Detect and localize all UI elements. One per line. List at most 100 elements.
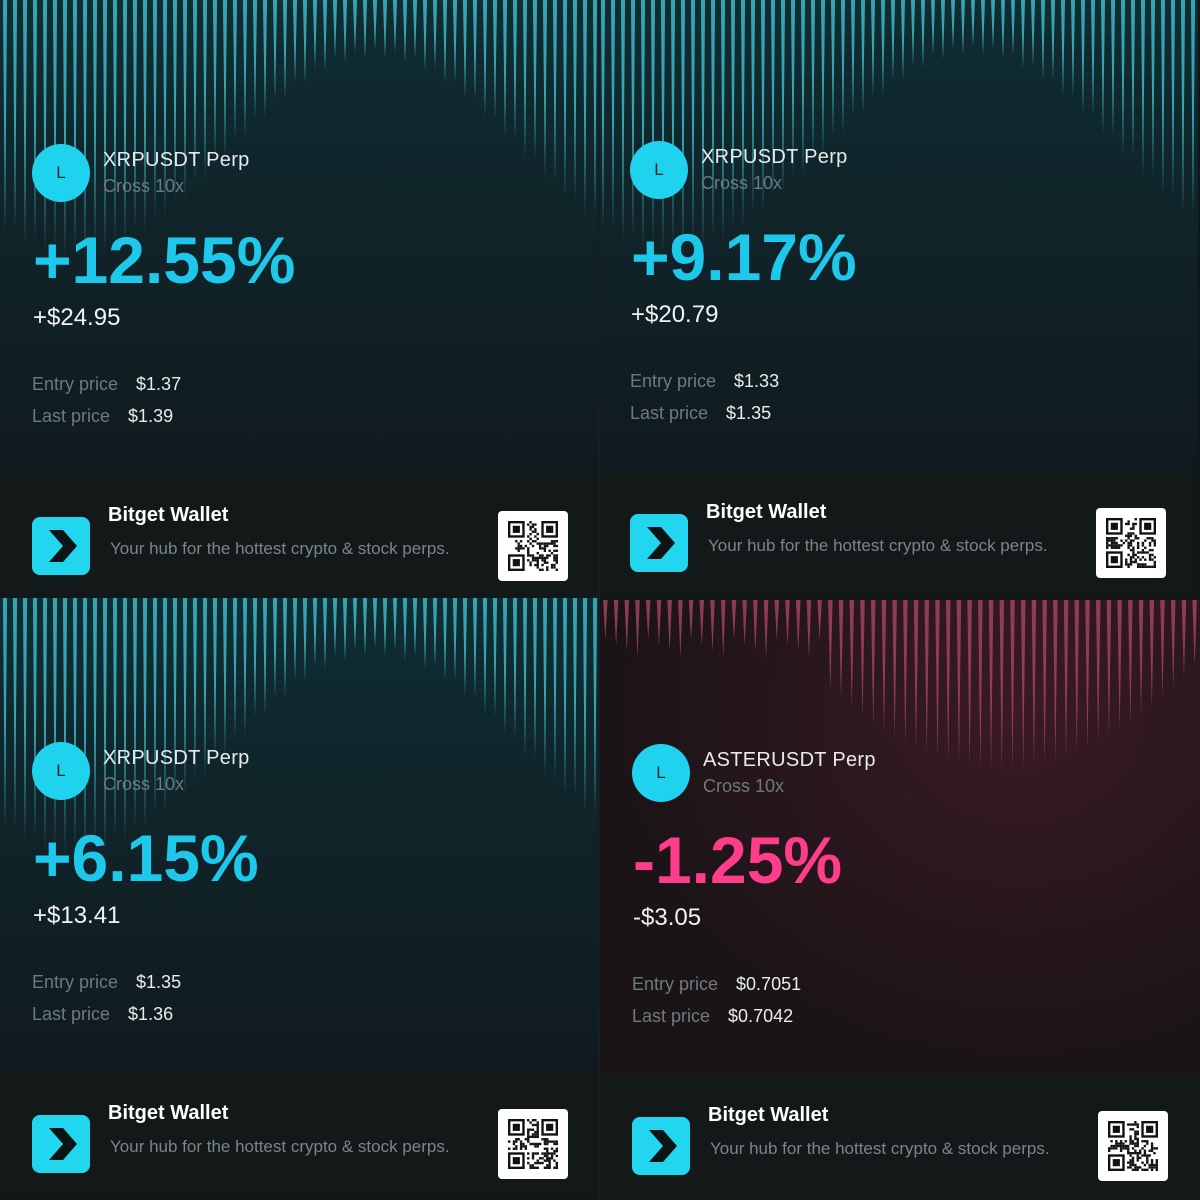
decorative-bar: [582, 0, 588, 217]
decorative-bar: [920, 0, 926, 69]
decorative-bar: [678, 600, 683, 658]
decorative-bar: [2, 598, 8, 831]
entry-price-label: Entry price: [630, 371, 717, 391]
decorative-bar: [422, 598, 428, 670]
decorative-bar: [603, 600, 608, 640]
qr-code-icon: [498, 1109, 568, 1179]
decorative-bar: [881, 600, 887, 733]
decorative-bar: [222, 0, 228, 158]
decorative-bar: [212, 0, 218, 161]
decorative-bar: [1063, 600, 1069, 758]
decorative-bar: [72, 0, 78, 250]
decorative-bar: [342, 598, 348, 661]
decorative-bar: [552, 0, 558, 181]
decorative-bar: [903, 600, 908, 746]
decorative-bar: [630, 0, 636, 239]
entry-price-value: $0.7051: [736, 974, 802, 994]
decorative-bar: [1130, 0, 1136, 158]
decorative-bar: [122, 0, 128, 245]
decorative-bar: [956, 600, 962, 766]
pnl-amount: -$3.05: [633, 904, 702, 931]
decorative-bar: [600, 0, 606, 230]
decorative-bar: [795, 600, 801, 652]
decorative-bar: [1120, 0, 1126, 155]
decorative-bar: [462, 598, 468, 698]
decorative-bar: [667, 600, 672, 652]
decorative-bar: [1020, 600, 1026, 769]
decorative-bar: [572, 0, 578, 200]
last-price-value: $1.36: [128, 1004, 174, 1024]
decorative-bar: [242, 598, 248, 736]
margin-mode: Cross 10x: [103, 176, 185, 196]
decorative-bar: [142, 598, 148, 831]
decorative-bar: [142, 0, 148, 233]
decorative-bar: [162, 598, 168, 815]
decorative-bar: [849, 600, 855, 710]
decorative-bar: [951, 0, 955, 50]
pnl-percent: -1.25%: [633, 823, 843, 897]
brand-tagline: Your hub for the hottest crypto & stock …: [710, 1139, 1050, 1158]
decorative-bar: [1053, 600, 1058, 762]
decorative-bar: [282, 0, 288, 100]
decorative-bar: [820, 0, 826, 155]
decorative-bar: [710, 600, 715, 652]
decorative-bar: [492, 598, 498, 718]
promo-footer: Bitget Wallet Your hub for the hottest c…: [600, 1074, 1200, 1200]
decorative-bar: [1192, 600, 1197, 666]
decorative-bar: [1110, 0, 1116, 137]
last-price-row: Last price $0.7042: [632, 1006, 793, 1027]
decorative-bar: [860, 600, 865, 719]
decorative-bar: [690, 0, 696, 245]
decorative-bar: [52, 598, 58, 846]
decorative-bar: [656, 600, 662, 646]
decorative-bar: [1180, 0, 1186, 214]
decorative-bar: [610, 0, 616, 228]
decorative-bar: [82, 0, 88, 258]
decorative-bar: [700, 0, 706, 251]
decorative-bar: [122, 598, 128, 843]
decorative-bar: [785, 600, 790, 646]
decorative-bar: [935, 600, 940, 760]
decorative-bar: [32, 0, 38, 242]
decorative-bar: [472, 0, 478, 100]
decorative-bars: [603, 600, 1197, 770]
decorative-bar: [1190, 0, 1196, 214]
decorative-bars: [600, 0, 1196, 255]
decorative-bar: [112, 598, 118, 840]
decorative-bar: [62, 0, 68, 258]
decorative-bar: [262, 0, 268, 118]
decorative-bar: [840, 0, 846, 135]
decorative-bar: [312, 598, 318, 668]
pnl-card-hero: L XRPUSDT Perp Cross 10x +6.15% +$13.41 …: [0, 598, 600, 1072]
brand-tagline: Your hub for the hottest crypto & stock …: [708, 536, 1048, 555]
decorative-bar: [102, 598, 108, 852]
decorative-bar: [830, 0, 836, 137]
decorative-bar: [650, 0, 656, 245]
decorative-bar: [1100, 0, 1106, 135]
qr-code-icon: [498, 511, 568, 581]
hero-background: [0, 598, 600, 1072]
decorative-bar: [753, 600, 758, 652]
decorative-bar: [42, 598, 48, 852]
decorative-bar: [1040, 0, 1046, 81]
decorative-bar: [352, 598, 358, 651]
decorative-bar: [152, 598, 158, 815]
pair-name: XRPUSDT Perp: [103, 149, 250, 171]
decorative-bar: [1149, 600, 1155, 707]
decorative-bar: [492, 0, 498, 120]
entry-price-value: $1.35: [136, 972, 182, 992]
margin-mode: Cross 10x: [703, 776, 785, 796]
pnl-amount: +$13.41: [33, 902, 121, 929]
decorative-bar: [482, 0, 488, 118]
decorative-bar: [961, 0, 965, 56]
entry-price-row: Entry price $1.33: [630, 371, 779, 392]
entry-price-label: Entry price: [32, 972, 119, 992]
decorative-bar: [532, 598, 538, 759]
decorative-bar: [262, 598, 268, 716]
decorative-bar: [1170, 0, 1176, 197]
decorative-bar: [640, 0, 646, 251]
decorative-bar: [102, 0, 108, 254]
decorative-bar: [740, 0, 746, 230]
decorative-bar: [720, 0, 726, 242]
